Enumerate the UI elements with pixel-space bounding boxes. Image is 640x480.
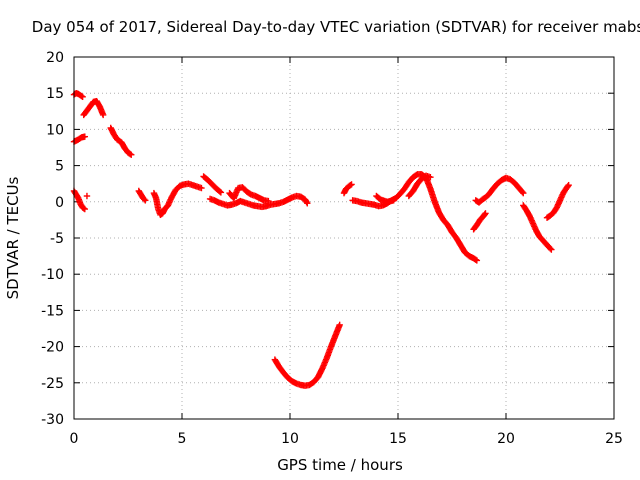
y-tick-label: 15 bbox=[46, 86, 64, 102]
y-axis-label: SDTVAR / TECUs bbox=[4, 176, 22, 299]
x-tick-label: 10 bbox=[281, 431, 299, 447]
data-point bbox=[548, 246, 555, 253]
data-point bbox=[303, 198, 310, 206]
grid bbox=[74, 57, 614, 419]
axis-ticks: 0 5 10 15 20 25 -30 -25 -20 -15 -10 -5 0 5 10 15 20 bbox=[41, 50, 623, 447]
y-tick-label: 5 bbox=[55, 159, 64, 175]
data-point bbox=[472, 256, 479, 263]
plot-area-border bbox=[73, 56, 615, 420]
data-point bbox=[547, 245, 554, 252]
y-tick-label: 10 bbox=[46, 122, 64, 138]
data-point bbox=[83, 192, 91, 200]
data-point bbox=[265, 197, 272, 205]
data-point bbox=[564, 182, 572, 190]
y-tick-label: -10 bbox=[41, 267, 64, 283]
data-point bbox=[481, 211, 488, 218]
data-point bbox=[79, 93, 86, 101]
x-tick-label: 25 bbox=[605, 431, 623, 447]
data-point bbox=[473, 257, 481, 264]
y-tick-label: -30 bbox=[41, 412, 64, 428]
data-point bbox=[520, 189, 527, 197]
x-tick-label: 5 bbox=[178, 431, 187, 447]
x-axis-label: GPS time / hours bbox=[277, 456, 403, 474]
data-point bbox=[304, 200, 311, 207]
data-point bbox=[336, 321, 343, 329]
x-tick-label: 0 bbox=[70, 431, 79, 447]
data-point bbox=[482, 210, 489, 217]
chart-title: Day 054 of 2017, Sidereal Day-to-day VTE… bbox=[32, 18, 640, 36]
y-tick-label: -25 bbox=[41, 376, 64, 392]
data-point bbox=[198, 184, 205, 192]
y-tick-label: -5 bbox=[50, 231, 64, 247]
data-series bbox=[70, 90, 572, 389]
y-tick-label: -20 bbox=[41, 340, 64, 356]
data-point bbox=[128, 151, 135, 158]
data-point bbox=[142, 197, 149, 204]
data-point bbox=[390, 197, 397, 204]
y-tick-label: 0 bbox=[55, 195, 64, 211]
data-point bbox=[217, 189, 225, 196]
y-tick-label: -15 bbox=[41, 303, 64, 319]
data-point bbox=[565, 181, 572, 189]
data-point bbox=[99, 111, 107, 119]
data-point bbox=[78, 92, 85, 100]
x-tick-label: 20 bbox=[497, 431, 515, 447]
data-point bbox=[427, 173, 434, 181]
x-tick-label: 15 bbox=[389, 431, 407, 447]
data-point bbox=[347, 181, 354, 189]
data-point bbox=[348, 181, 355, 188]
data-point bbox=[141, 196, 148, 203]
data-point bbox=[80, 205, 87, 212]
data-point bbox=[216, 188, 223, 195]
data-point bbox=[81, 133, 88, 140]
data-point bbox=[81, 205, 88, 213]
data-point bbox=[126, 150, 134, 158]
data-point bbox=[519, 188, 526, 196]
y-tick-label: 20 bbox=[46, 50, 64, 66]
